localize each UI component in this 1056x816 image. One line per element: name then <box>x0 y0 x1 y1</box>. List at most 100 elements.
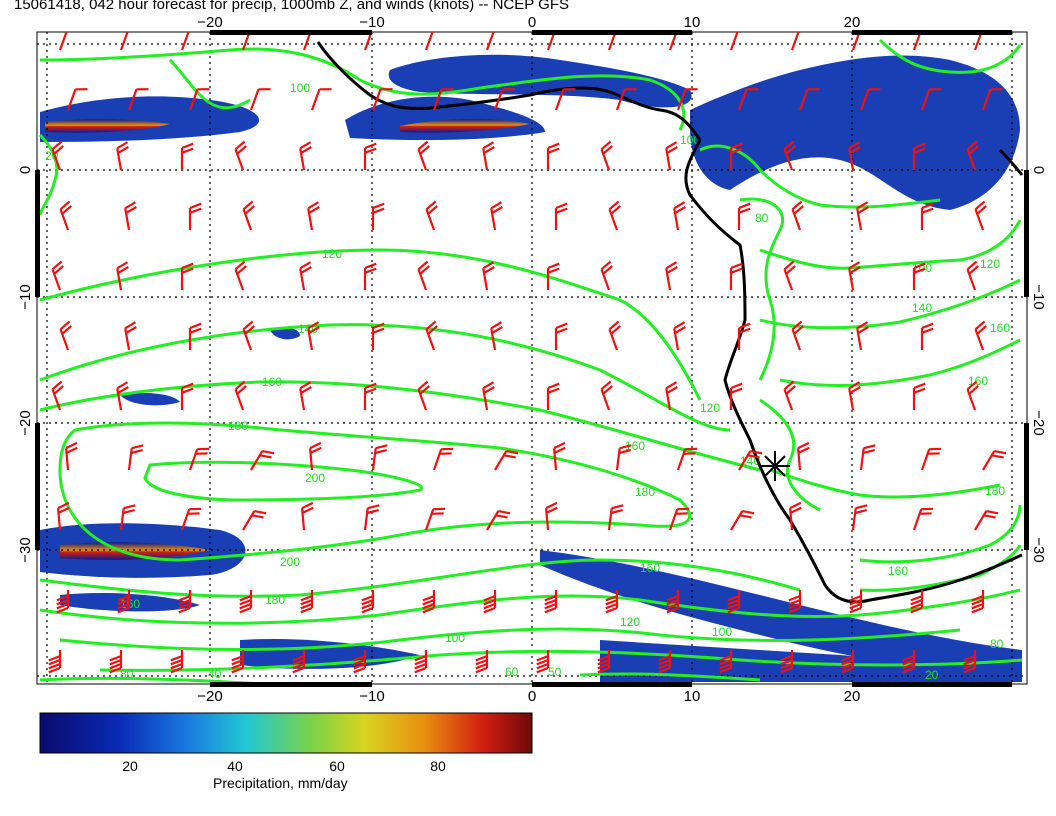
wind-barb <box>791 200 804 231</box>
wind-barb <box>783 380 796 411</box>
lat-tick-label: −20 <box>1030 410 1047 435</box>
wind-barb <box>299 141 312 171</box>
wind-barb <box>299 261 312 291</box>
wind-barb <box>490 201 503 231</box>
contour-label: 160 <box>888 564 908 578</box>
wind-barb <box>666 590 680 614</box>
wind-barb <box>231 650 245 674</box>
contour-label: 140 <box>912 301 932 315</box>
lat-labels-right: 0 −10 −20 −30 <box>1030 166 1047 563</box>
contour-label: 60 <box>505 665 519 679</box>
wind-barb <box>982 450 1007 471</box>
contour-label: 120 <box>700 401 720 415</box>
contour-line <box>579 672 761 682</box>
wind-barb <box>668 507 690 531</box>
wind-barb <box>424 507 446 531</box>
wind-barb <box>124 321 137 351</box>
contour-line <box>39 588 1021 625</box>
wind-barb <box>920 202 934 230</box>
wind-barb <box>841 650 855 674</box>
wind-barb <box>856 201 869 231</box>
wind-barb <box>180 262 194 290</box>
wind-barb <box>242 510 267 531</box>
wind-barb <box>797 441 810 471</box>
wind-barb <box>737 88 759 111</box>
wind-barb <box>910 590 924 614</box>
wind-barb <box>788 590 802 614</box>
wind-barb <box>180 382 194 410</box>
contour-label: 100 <box>712 625 732 639</box>
wind-barb <box>307 201 320 231</box>
wind-barb <box>361 590 375 614</box>
wind-barb <box>414 650 428 674</box>
wind-barb <box>116 261 129 291</box>
wind-barb <box>608 200 621 231</box>
wind-barb <box>780 650 794 674</box>
wind-barb <box>729 32 739 51</box>
wind-barb <box>615 444 632 471</box>
wind-barb <box>188 447 210 471</box>
contour-label: 20 <box>925 668 939 682</box>
wind-barb <box>250 450 275 471</box>
wind-barb <box>353 650 367 674</box>
wind-barb <box>546 142 560 170</box>
wind-barb <box>665 141 678 171</box>
wind-barb <box>239 590 253 614</box>
wind-barb <box>188 88 210 111</box>
wind-barb <box>178 590 192 614</box>
coast-line <box>684 139 1023 604</box>
wind-barb <box>425 200 438 231</box>
wind-barb <box>493 88 515 111</box>
coast-line <box>316 41 702 141</box>
wind-barb <box>851 504 868 531</box>
map-title: 15061418, 042 hour forecast for precip, … <box>14 0 569 13</box>
lon-tick-label: 0 <box>528 688 536 705</box>
precip-patch <box>45 119 170 133</box>
colorbar-tick-label: 80 <box>430 758 446 774</box>
wind-barb <box>301 501 314 531</box>
wind-barb <box>363 262 377 290</box>
lon-tick-label: −10 <box>359 688 384 705</box>
wind-barb <box>676 88 698 111</box>
wind-barb <box>971 590 985 614</box>
contour-label: 50 <box>548 665 562 679</box>
contour-line <box>59 627 961 651</box>
wind-barb <box>249 88 271 111</box>
wind-barb <box>966 140 979 171</box>
wind-barb <box>180 142 194 170</box>
wind-barb <box>597 650 611 674</box>
precip-patch <box>270 327 300 340</box>
wind-barb <box>292 650 306 674</box>
wind-barb <box>242 200 255 231</box>
wind-barb <box>432 447 454 471</box>
contour-line <box>759 219 1022 270</box>
contour-line <box>779 338 1021 387</box>
wind-barb <box>119 32 129 51</box>
wind-barb <box>371 202 385 230</box>
wind-barb <box>536 650 550 674</box>
star-marker <box>760 451 790 481</box>
wind-barb <box>658 650 672 674</box>
wind-barb <box>600 380 613 411</box>
colorbar-tick-label: 20 <box>122 758 138 774</box>
wind-barb <box>180 32 190 51</box>
contour-label: 120 <box>620 615 640 629</box>
wind-barb <box>486 510 511 531</box>
contour-label: 120 <box>980 257 1000 271</box>
wind-barb <box>307 321 320 351</box>
wind-barb <box>475 650 489 674</box>
lon-tick-label: 10 <box>684 688 701 705</box>
contour-line <box>699 144 941 209</box>
wind-barb <box>783 140 796 171</box>
wind-barb <box>607 504 624 531</box>
wind-barb <box>676 447 698 471</box>
contour-label: 80 <box>755 211 769 225</box>
wind-barb <box>790 32 800 51</box>
wind-barb <box>170 650 184 674</box>
wind-barb <box>48 650 62 674</box>
wind-barb <box>371 322 385 350</box>
wind-barb <box>791 320 804 351</box>
wind-barb <box>849 590 863 614</box>
contour-label: 200 <box>280 555 300 569</box>
lon-tick-label: −20 <box>197 14 222 31</box>
